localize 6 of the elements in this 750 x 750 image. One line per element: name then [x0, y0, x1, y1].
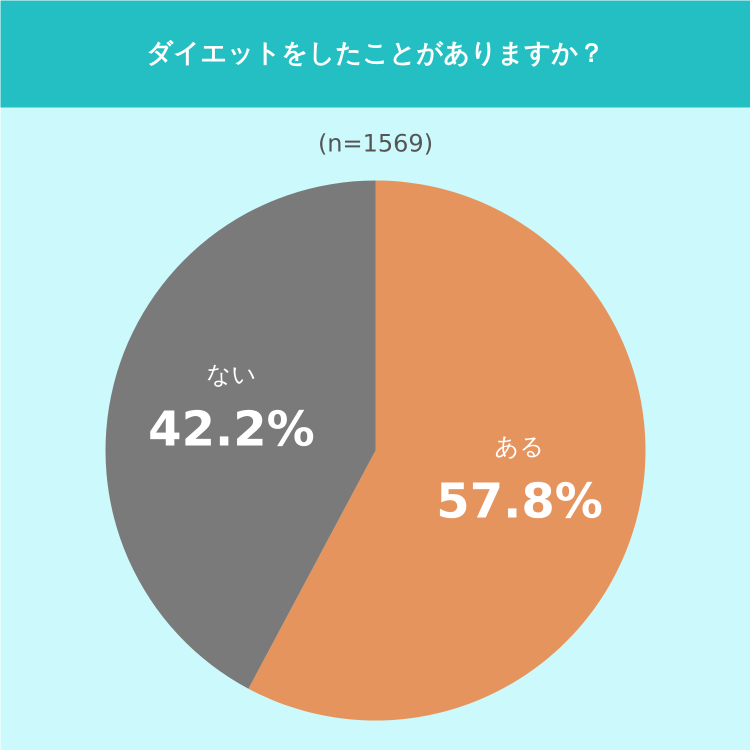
- data-label: 42.2%: [148, 401, 315, 458]
- data-label: 57.8%: [436, 474, 603, 530]
- slice-label: ない: [206, 360, 256, 388]
- chart-subtitle: (n=1569): [318, 130, 434, 158]
- slice-label: ある: [494, 432, 545, 461]
- chart-title: ダイエットをしたことがありますか？: [146, 38, 604, 68]
